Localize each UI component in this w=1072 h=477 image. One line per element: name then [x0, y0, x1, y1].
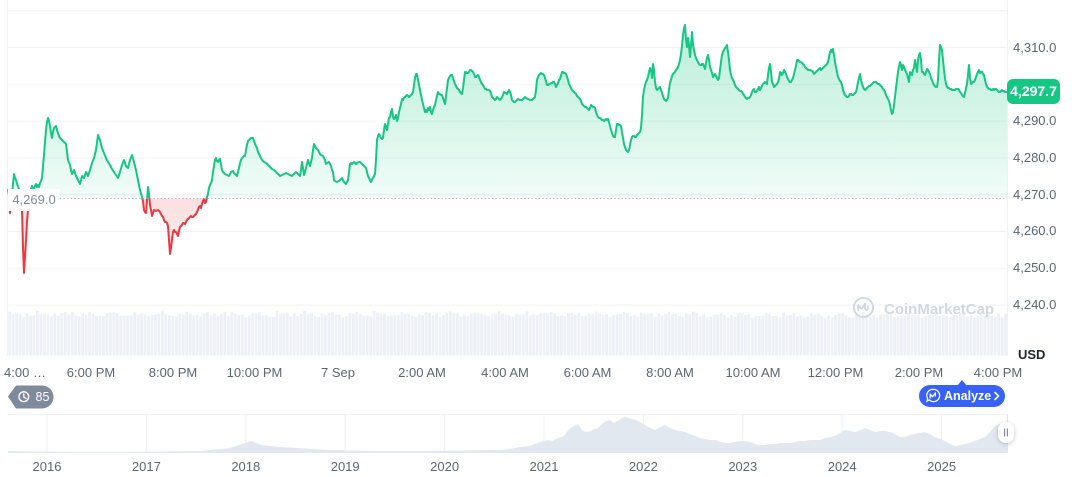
svg-text:Analyze: Analyze: [944, 389, 991, 403]
svg-text:85: 85: [36, 390, 50, 404]
